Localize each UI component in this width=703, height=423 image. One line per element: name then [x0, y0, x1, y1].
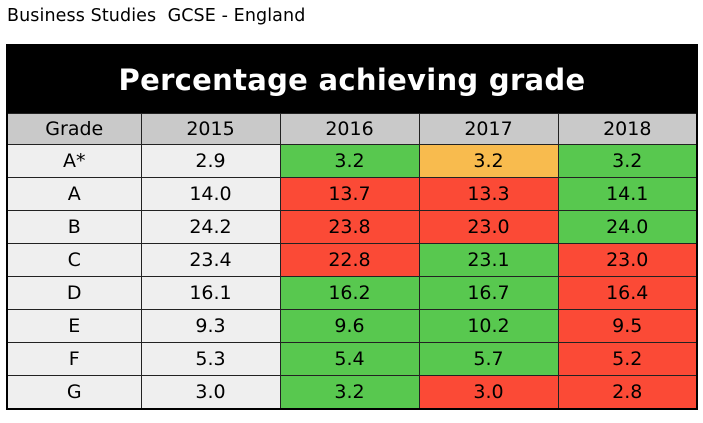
grade-cell: C — [6, 243, 142, 277]
value-cell-2017: 13.3 — [418, 177, 559, 211]
value-cell-2015: 23.4 — [140, 243, 281, 277]
value-cell-2018: 14.1 — [557, 177, 698, 211]
grade-cell: D — [6, 276, 142, 310]
grade-percentage-table: Percentage achieving grade Grade 2015 20… — [6, 44, 698, 410]
value-cell-2018: 2.8 — [557, 375, 698, 410]
value-cell-2016: 3.2 — [279, 144, 420, 178]
value-cell-2016: 23.8 — [279, 210, 420, 244]
value-cell-2016: 5.4 — [279, 342, 420, 376]
grade-cell: E — [6, 309, 142, 343]
value-cell-2015: 5.3 — [140, 342, 281, 376]
value-cell-2015: 16.1 — [140, 276, 281, 310]
value-cell-2018: 16.4 — [557, 276, 698, 310]
value-cell-2017: 3.0 — [418, 375, 559, 410]
value-cell-2018: 24.0 — [557, 210, 698, 244]
header-grade: Grade — [6, 113, 142, 145]
table-row: G 3.0 3.2 3.0 2.8 — [6, 375, 698, 410]
grade-cell: A — [6, 177, 142, 211]
table-header-row: Grade 2015 2016 2017 2018 — [6, 113, 698, 145]
value-cell-2017: 5.7 — [418, 342, 559, 376]
value-cell-2015: 24.2 — [140, 210, 281, 244]
value-cell-2015: 3.0 — [140, 375, 281, 410]
value-cell-2018: 3.2 — [557, 144, 698, 178]
grade-cell: A* — [6, 144, 142, 178]
value-cell-2017: 10.2 — [418, 309, 559, 343]
value-cell-2017: 23.1 — [418, 243, 559, 277]
table-row: B 24.2 23.8 23.0 24.0 — [6, 210, 698, 244]
value-cell-2018: 23.0 — [557, 243, 698, 277]
header-2018: 2018 — [557, 113, 698, 145]
value-cell-2018: 5.2 — [557, 342, 698, 376]
header-2016: 2016 — [279, 113, 420, 145]
value-cell-2015: 14.0 — [140, 177, 281, 211]
value-cell-2016: 3.2 — [279, 375, 420, 410]
header-2015: 2015 — [140, 113, 281, 145]
value-cell-2016: 13.7 — [279, 177, 420, 211]
page-heading: Business Studies GCSE - England — [7, 6, 306, 26]
grade-cell: G — [6, 375, 142, 410]
grade-cell: B — [6, 210, 142, 244]
table-row: A* 2.9 3.2 3.2 3.2 — [6, 144, 698, 178]
header-2017: 2017 — [418, 113, 559, 145]
grade-cell: F — [6, 342, 142, 376]
table-title: Percentage achieving grade — [6, 44, 698, 114]
value-cell-2015: 9.3 — [140, 309, 281, 343]
value-cell-2016: 16.2 — [279, 276, 420, 310]
table-row: D 16.1 16.2 16.7 16.4 — [6, 276, 698, 310]
value-cell-2015: 2.9 — [140, 144, 281, 178]
value-cell-2016: 22.8 — [279, 243, 420, 277]
table-row: C 23.4 22.8 23.1 23.0 — [6, 243, 698, 277]
value-cell-2016: 9.6 — [279, 309, 420, 343]
table-row: F 5.3 5.4 5.7 5.2 — [6, 342, 698, 376]
value-cell-2017: 3.2 — [418, 144, 559, 178]
table-row: A 14.0 13.7 13.3 14.1 — [6, 177, 698, 211]
table-row: E 9.3 9.6 10.2 9.5 — [6, 309, 698, 343]
value-cell-2017: 16.7 — [418, 276, 559, 310]
table-body: A* 2.9 3.2 3.2 3.2 A 14.0 13.7 13.3 14.1 B 24.2 23.8… — [6, 144, 698, 410]
value-cell-2017: 23.0 — [418, 210, 559, 244]
value-cell-2018: 9.5 — [557, 309, 698, 343]
